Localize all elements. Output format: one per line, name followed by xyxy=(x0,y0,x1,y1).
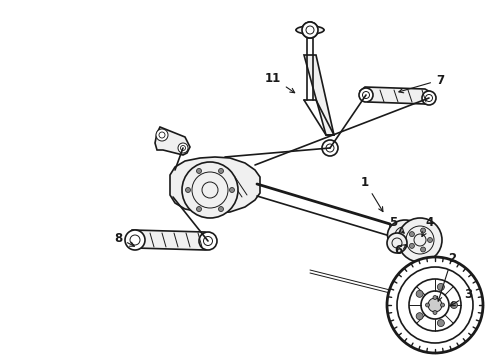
Circle shape xyxy=(125,230,145,250)
Circle shape xyxy=(186,188,191,193)
Ellipse shape xyxy=(296,26,324,34)
Circle shape xyxy=(199,232,217,250)
Circle shape xyxy=(450,302,458,309)
Circle shape xyxy=(322,140,338,156)
Circle shape xyxy=(359,88,373,102)
Circle shape xyxy=(428,298,442,312)
Text: 11: 11 xyxy=(265,72,294,93)
Circle shape xyxy=(182,162,238,218)
Circle shape xyxy=(410,243,415,248)
Circle shape xyxy=(178,143,188,153)
Circle shape xyxy=(229,188,235,193)
Circle shape xyxy=(417,287,453,323)
Text: 3: 3 xyxy=(450,288,472,306)
Circle shape xyxy=(416,290,423,297)
Circle shape xyxy=(219,168,223,174)
Polygon shape xyxy=(155,127,190,155)
Circle shape xyxy=(196,168,201,174)
Circle shape xyxy=(410,231,415,237)
Text: 10: 10 xyxy=(0,359,1,360)
Circle shape xyxy=(420,228,426,233)
Polygon shape xyxy=(128,230,215,250)
Text: 5: 5 xyxy=(389,216,404,233)
Circle shape xyxy=(302,22,318,38)
Polygon shape xyxy=(304,55,334,135)
Circle shape xyxy=(433,296,437,300)
Circle shape xyxy=(416,313,423,320)
Circle shape xyxy=(156,129,168,141)
Circle shape xyxy=(302,22,318,38)
Circle shape xyxy=(387,257,483,353)
Text: 4: 4 xyxy=(422,216,434,237)
Circle shape xyxy=(422,91,436,105)
Text: 9: 9 xyxy=(0,359,1,360)
Ellipse shape xyxy=(388,220,422,250)
Text: 1: 1 xyxy=(361,176,383,212)
Text: 7: 7 xyxy=(399,73,444,93)
Text: 6: 6 xyxy=(394,243,406,257)
Text: 8: 8 xyxy=(114,231,134,246)
Circle shape xyxy=(438,283,444,291)
Circle shape xyxy=(438,320,444,327)
Circle shape xyxy=(387,233,407,253)
Circle shape xyxy=(425,303,430,307)
Circle shape xyxy=(441,303,444,307)
Polygon shape xyxy=(170,157,260,213)
Polygon shape xyxy=(360,87,435,104)
Circle shape xyxy=(427,238,433,243)
Circle shape xyxy=(398,218,442,262)
Circle shape xyxy=(196,207,201,212)
Text: 2: 2 xyxy=(438,252,456,301)
Circle shape xyxy=(219,207,223,212)
Circle shape xyxy=(433,310,437,315)
Circle shape xyxy=(420,247,426,252)
